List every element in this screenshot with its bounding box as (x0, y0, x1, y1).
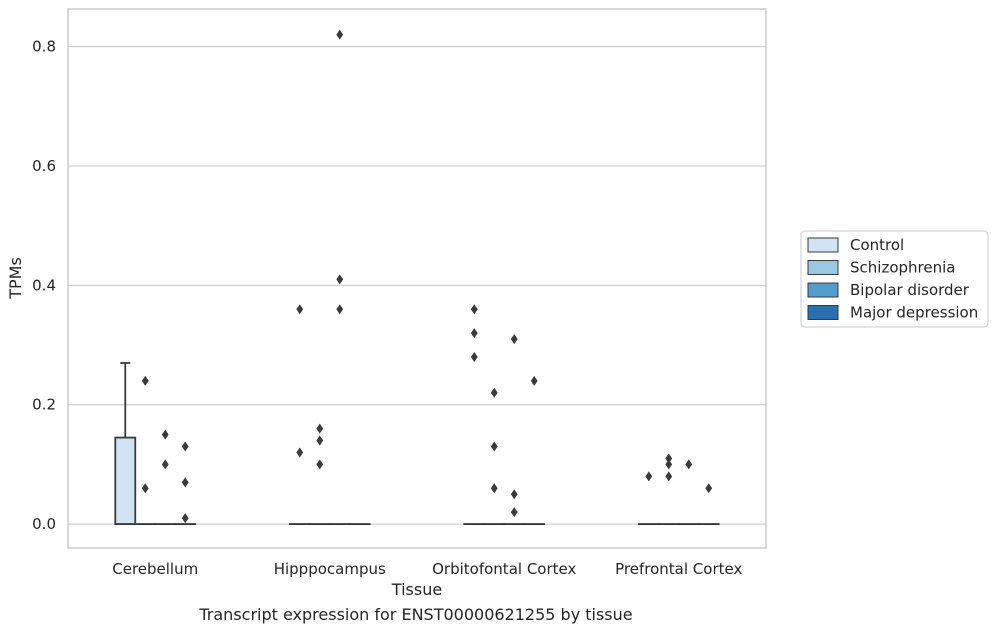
outlier-point (316, 435, 324, 446)
y-tick-label: 0.0 (32, 515, 56, 533)
outlier-point (470, 328, 478, 339)
outlier-point (181, 477, 189, 488)
x-tick-label: Prefrontal Cortex (615, 560, 742, 578)
outlier-point (161, 429, 169, 440)
outlier-point (161, 459, 169, 470)
outlier-point (665, 453, 673, 464)
plot-frame (67, 8, 767, 549)
legend-label: Control (850, 236, 904, 254)
outlier-point (665, 471, 673, 482)
legend: Control Schizophrenia Bipolar disorder Majo… (800, 230, 989, 328)
outlier-point (470, 304, 478, 315)
outlier-point (510, 489, 518, 500)
y-tick-label: 0.6 (32, 157, 56, 175)
outlier-point (141, 375, 149, 386)
outlier-point (510, 334, 518, 345)
legend-frame (800, 230, 989, 328)
outlier-point (645, 471, 653, 482)
legend-swatch (807, 305, 839, 320)
x-axis-ticks: Cerebellum Hipppocampus Orbitofontal Corte… (112, 560, 742, 578)
outlier-point (336, 29, 344, 40)
outlier-point (296, 447, 304, 458)
outlier-point (181, 441, 189, 452)
gridlines (68, 45, 766, 525)
x-axis-title: Tissue (391, 580, 442, 599)
x-tick-label: Orbitofontal Cortex (432, 560, 576, 578)
chart-caption: Transcript expression for ENST0000062125… (199, 605, 633, 624)
outlier-point (316, 423, 324, 434)
legend-swatch (807, 282, 839, 298)
box (114, 362, 137, 526)
outlier-point (510, 507, 518, 518)
outlier-point (336, 274, 344, 285)
outlier-point (470, 351, 478, 362)
legend-swatch (807, 260, 839, 275)
legend-label: Schizophrenia (850, 259, 955, 277)
legend-label: Major depression (850, 304, 978, 322)
outlier-point (530, 375, 538, 386)
outlier-point (665, 459, 673, 470)
y-tick-label: 0.4 (32, 276, 56, 294)
outlier-point (336, 304, 344, 315)
outlier-point (316, 459, 324, 470)
legend-swatch (807, 237, 839, 253)
y-axis-title: TPMs (6, 257, 25, 300)
outlier-point (490, 441, 498, 452)
outlier-point (490, 387, 498, 398)
outlier-point (705, 483, 713, 494)
outlier-point (296, 304, 304, 315)
y-tick-label: 0.2 (32, 396, 56, 414)
x-tick-label: Cerebellum (112, 560, 198, 578)
box-body (114, 436, 137, 526)
boxes (114, 362, 720, 526)
y-axis-ticks: 0.0 0.2 0.4 0.6 0.8 (32, 38, 56, 534)
outlier-point (490, 483, 498, 494)
outlier-point (141, 483, 149, 494)
outlier-point (685, 459, 693, 470)
legend-label: Bipolar disorder (850, 281, 970, 299)
outliers (141, 29, 713, 524)
y-tick-label: 0.8 (32, 38, 56, 56)
x-tick-label: Hipppocampus (274, 560, 386, 578)
outlier-point (181, 513, 189, 524)
